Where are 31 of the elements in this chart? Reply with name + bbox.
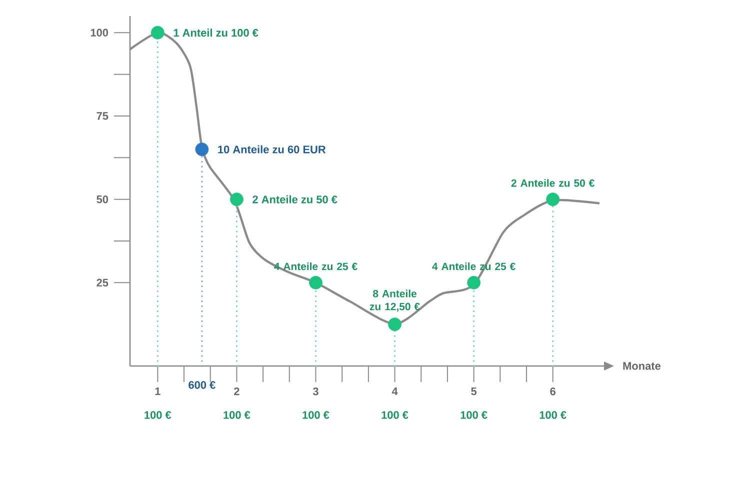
annotation: 2 Anteile zu 50 € (511, 179, 595, 187)
x-tick-label: 3 (312, 388, 318, 396)
annotation: 1 Anteil zu 100 € (174, 28, 258, 37)
point (309, 276, 322, 290)
text: 100 € (144, 411, 172, 419)
y-tick-label: 25 (96, 278, 108, 287)
x-tick-label: 2 (234, 388, 240, 396)
text: 100 € (460, 411, 488, 419)
point (388, 318, 402, 332)
annotation: 10 Anteile zu 60 EUR (218, 145, 326, 154)
annotation: 8 Anteile zu 12,50 € (370, 290, 420, 312)
text: 100 € (540, 411, 566, 419)
x-tick-label: 6 (550, 388, 556, 396)
point (467, 276, 481, 290)
text: 100 € (224, 411, 250, 419)
annotation: 2 Anteile zu 50 € (252, 195, 338, 204)
point (195, 142, 209, 156)
y-tick-label: 50 (96, 195, 108, 204)
point (230, 192, 244, 206)
point (546, 192, 560, 206)
y-tick-label: 75 (96, 112, 108, 120)
x-axis-title: Monate (623, 362, 661, 370)
annotation: 4 Anteile zu 25 € (432, 262, 516, 270)
x-tick-label: 5 (471, 388, 477, 396)
x-tick-label: 1 (155, 388, 160, 396)
y-tick-label: 100 (90, 28, 108, 37)
x-tick-label: 4 (392, 388, 398, 396)
text: 100 € (382, 411, 408, 419)
text: 600 € (188, 381, 216, 389)
point (150, 26, 164, 40)
text: 100 € (302, 411, 330, 419)
